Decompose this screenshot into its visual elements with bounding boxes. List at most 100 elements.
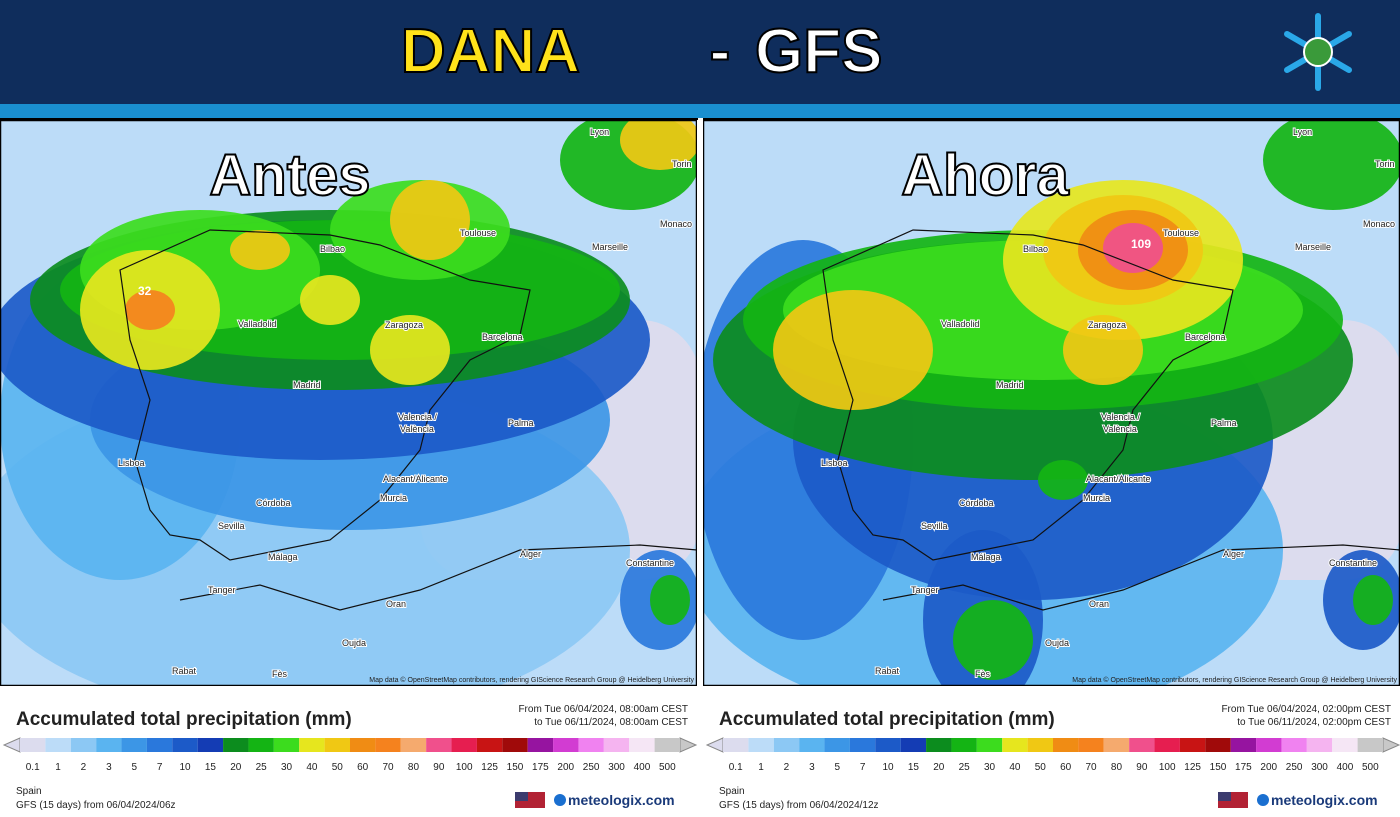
scale-label: 125 [481, 762, 498, 773]
city-label: Fès [272, 669, 288, 679]
scale-swatch [723, 738, 749, 752]
city-label: Toulouse [460, 228, 496, 238]
scale-swatch [527, 738, 554, 752]
scale-swatch [45, 738, 71, 752]
scale-label: 25 [959, 762, 971, 773]
scale-swatch [799, 738, 825, 752]
precip-area [300, 275, 360, 325]
scale-label: 5 [131, 762, 137, 773]
scale-label: 70 [1086, 762, 1098, 773]
city-label: Oujda [1045, 638, 1069, 648]
scale-swatch [400, 738, 427, 752]
panel-label: Ahora [901, 143, 1069, 208]
flag-canton [1218, 792, 1231, 801]
scale-label: 70 [383, 762, 395, 773]
scale-label: 2 [784, 762, 790, 773]
scale-swatch [875, 738, 901, 752]
scale-swatch [603, 738, 630, 752]
scale-swatch [248, 738, 274, 752]
scale-swatch [1230, 738, 1257, 752]
date-to: to Tue 06/11/2024, 02:00pm CEST [1237, 717, 1391, 728]
scale-arrow-right [679, 737, 698, 753]
scale-swatch [172, 738, 198, 752]
scale-label: 400 [634, 762, 651, 773]
city-label: Tanger [911, 585, 939, 595]
scale-swatch [578, 738, 604, 752]
city-label: Lyon [1293, 127, 1312, 137]
model-run: GFS (15 days) from 06/04/2024/06z [16, 800, 176, 811]
city-label: Fès [975, 669, 991, 679]
attribution: Map data © OpenStreetMap contributors, r… [369, 676, 694, 684]
scale-label: 50 [332, 762, 344, 773]
precip-area [650, 575, 690, 625]
city-label: Barcelona [1185, 332, 1226, 342]
city-label: Lisboa [118, 458, 145, 468]
scale-swatch [1179, 738, 1206, 752]
scale-label: 40 [1009, 762, 1021, 773]
scale-swatch [976, 738, 1003, 752]
scale-swatch [748, 738, 774, 752]
scale-label: 0.1 [26, 762, 40, 773]
scale-swatch [654, 738, 680, 752]
scale-label: 7 [157, 762, 163, 773]
scale-label: 25 [256, 762, 268, 773]
title-dana: DANA [401, 17, 580, 86]
scale-swatch [1357, 738, 1383, 752]
city-label: Valencia / [398, 412, 437, 422]
city-label: Torin [1375, 159, 1395, 169]
scale-swatch [121, 738, 147, 752]
scale-label: 30 [984, 762, 996, 773]
scale-swatch [502, 738, 528, 752]
scale-label: 125 [1184, 762, 1201, 773]
scale-swatch [1154, 738, 1180, 752]
city-label: Rabat [875, 666, 900, 676]
scale-swatch [197, 738, 224, 752]
scale-label: 3 [106, 762, 112, 773]
coastline [822, 229, 1234, 561]
scale-swatch [273, 738, 300, 752]
scale-label: 90 [1136, 762, 1148, 773]
scale-swatch [900, 738, 927, 752]
precip-area [1063, 315, 1143, 385]
city-label: Córdoba [256, 498, 291, 508]
brand: meteologix.com [1271, 792, 1378, 808]
city-label: Tanger [208, 585, 236, 595]
scale-label: 5 [834, 762, 840, 773]
scale-label: 250 [583, 762, 600, 773]
city-label: Torin [672, 159, 692, 169]
city-label: Murcia [1083, 493, 1110, 503]
scale-label: 0.1 [729, 762, 743, 773]
precip-area [620, 120, 697, 170]
scale-swatch [375, 738, 401, 752]
precip-area [1353, 575, 1393, 625]
city-label: Valladolid [941, 319, 979, 329]
city-label: València [1103, 424, 1137, 434]
scale-label: 100 [456, 762, 473, 773]
peak-value: 109 [1131, 237, 1151, 251]
scale-swatch [223, 738, 249, 752]
region: Spain [719, 786, 745, 797]
city-label: Valencia / [1101, 412, 1140, 422]
city-label: Alger [1223, 549, 1244, 559]
city-label: Murcia [380, 493, 407, 503]
scale-swatch [1129, 738, 1155, 752]
scale-swatch [849, 738, 876, 752]
scale-swatch [1053, 738, 1079, 752]
precip-area [370, 315, 450, 385]
scale-swatch [1078, 738, 1104, 752]
scale-swatch [1205, 738, 1231, 752]
city-label: Sevilla [218, 521, 245, 531]
scale-label: 60 [1060, 762, 1072, 773]
scale-label: 500 [659, 762, 676, 773]
scale-arrow-left [2, 737, 21, 753]
city-label: Lyon [590, 127, 609, 137]
scale-swatch [96, 738, 122, 752]
scale-swatch [350, 738, 376, 752]
scale-label: 10 [882, 762, 894, 773]
city-label: València [400, 424, 434, 434]
scale-swatch [1027, 738, 1053, 752]
legend-title: Accumulated total precipitation (mm) [719, 709, 1055, 730]
city-label: Zaragoza [385, 320, 423, 330]
date-from: From Tue 06/04/2024, 08:00am CEST [518, 704, 688, 715]
